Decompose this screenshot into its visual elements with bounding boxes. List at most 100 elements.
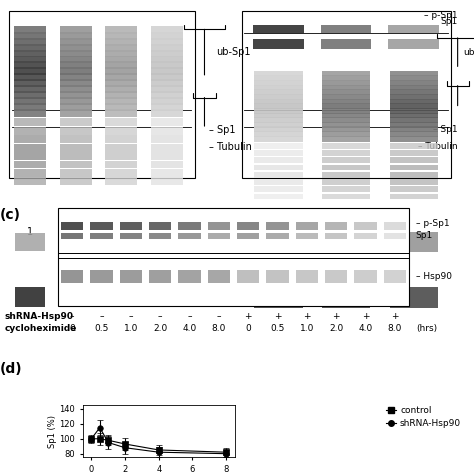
- Bar: [254, 122, 302, 128]
- Bar: [321, 94, 371, 100]
- Bar: [390, 80, 438, 86]
- Bar: [321, 80, 371, 86]
- Bar: [60, 109, 91, 117]
- Bar: [14, 152, 46, 160]
- Bar: [254, 287, 302, 308]
- Bar: [14, 67, 46, 75]
- Text: – Hsp90: – Hsp90: [416, 272, 452, 281]
- Text: – Tubulin: – Tubulin: [418, 142, 457, 151]
- Bar: [321, 117, 371, 123]
- Bar: [58, 209, 409, 306]
- Bar: [105, 32, 137, 40]
- Bar: [390, 103, 438, 109]
- Bar: [14, 62, 46, 69]
- Bar: [14, 136, 46, 143]
- Bar: [14, 79, 46, 87]
- Bar: [105, 152, 137, 160]
- Text: 8.0: 8.0: [212, 324, 226, 332]
- Bar: [390, 193, 438, 200]
- Text: –: –: [99, 312, 104, 321]
- Bar: [14, 85, 46, 93]
- Bar: [321, 127, 371, 132]
- Bar: [14, 50, 46, 57]
- Text: 4: 4: [164, 227, 170, 237]
- Bar: [105, 55, 137, 64]
- Bar: [151, 177, 183, 185]
- Bar: [390, 143, 438, 149]
- Bar: [105, 44, 137, 52]
- Bar: [60, 50, 91, 57]
- Bar: [105, 177, 137, 185]
- Bar: [390, 186, 438, 192]
- Text: cycloheximide: cycloheximide: [5, 324, 77, 332]
- Bar: [105, 62, 137, 69]
- Bar: [390, 112, 438, 118]
- Bar: [321, 143, 371, 149]
- Bar: [254, 143, 302, 149]
- Text: –: –: [187, 312, 192, 321]
- Bar: [321, 172, 371, 178]
- Bar: [60, 62, 91, 69]
- Bar: [149, 233, 171, 238]
- Text: 2.0: 2.0: [329, 324, 343, 332]
- Bar: [254, 108, 302, 114]
- Text: +: +: [274, 312, 281, 321]
- Bar: [119, 233, 142, 238]
- Bar: [14, 169, 46, 177]
- Bar: [60, 144, 91, 152]
- Bar: [105, 144, 137, 152]
- Bar: [60, 44, 91, 52]
- Text: 0.5: 0.5: [94, 324, 109, 332]
- Bar: [151, 50, 183, 57]
- Text: 1: 1: [27, 227, 33, 237]
- Bar: [152, 287, 182, 308]
- Bar: [254, 112, 302, 118]
- Text: +: +: [303, 312, 310, 321]
- Bar: [149, 222, 171, 229]
- Bar: [60, 152, 91, 160]
- Bar: [254, 193, 302, 200]
- Bar: [14, 127, 46, 135]
- Bar: [60, 127, 91, 135]
- Bar: [266, 270, 289, 283]
- Bar: [355, 222, 377, 229]
- Bar: [254, 117, 302, 123]
- Bar: [321, 131, 371, 137]
- Bar: [355, 270, 377, 283]
- Bar: [254, 85, 302, 91]
- Bar: [60, 26, 91, 34]
- Bar: [296, 270, 318, 283]
- Bar: [254, 136, 302, 142]
- Bar: [151, 55, 183, 64]
- Bar: [61, 222, 83, 229]
- Bar: [390, 164, 438, 171]
- Bar: [321, 186, 371, 192]
- Bar: [321, 122, 371, 128]
- Text: 1.0: 1.0: [124, 324, 138, 332]
- Bar: [14, 32, 46, 40]
- Bar: [355, 233, 377, 238]
- Bar: [254, 131, 302, 137]
- Text: (hrs): (hrs): [416, 324, 437, 332]
- Text: 0.5: 0.5: [270, 324, 285, 332]
- Bar: [105, 85, 137, 93]
- Bar: [253, 25, 303, 33]
- Bar: [14, 177, 46, 185]
- Bar: [178, 222, 201, 229]
- Text: (c): (c): [0, 209, 21, 222]
- Bar: [321, 85, 371, 91]
- Bar: [237, 222, 259, 229]
- Bar: [60, 103, 91, 110]
- Bar: [296, 222, 318, 229]
- Bar: [151, 109, 183, 117]
- Bar: [178, 270, 201, 283]
- Bar: [151, 97, 183, 105]
- Bar: [208, 233, 230, 238]
- Bar: [60, 55, 91, 64]
- Bar: [390, 89, 438, 95]
- Text: +: +: [362, 312, 369, 321]
- Bar: [254, 99, 302, 104]
- Bar: [151, 67, 183, 75]
- Bar: [105, 127, 137, 135]
- Bar: [119, 270, 142, 283]
